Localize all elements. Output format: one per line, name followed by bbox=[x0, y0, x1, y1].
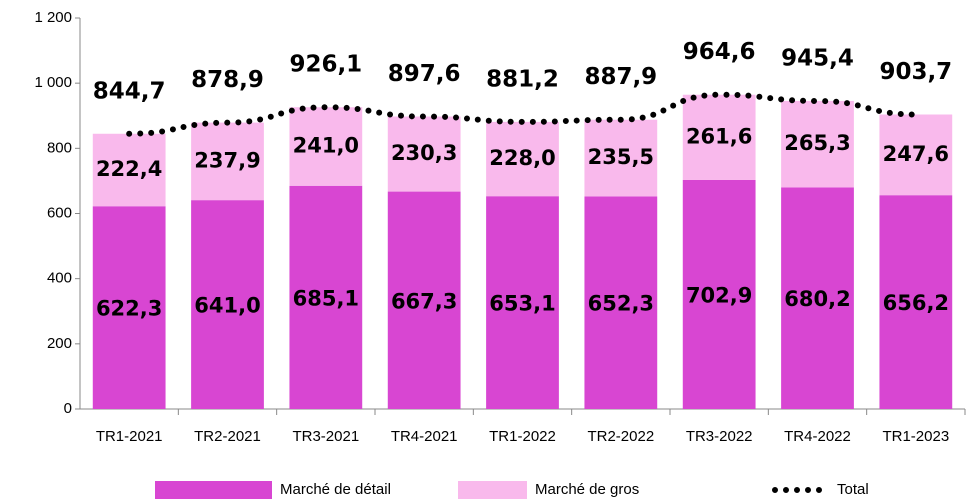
bar-segment bbox=[781, 187, 854, 409]
legend-swatch bbox=[155, 481, 272, 499]
x-tick-label: TR2-2021 bbox=[194, 428, 261, 445]
bar-segment bbox=[387, 116, 461, 192]
bar-segment bbox=[584, 196, 658, 409]
data-label: 641,0 bbox=[194, 294, 260, 318]
legend-label: Marché de détail bbox=[280, 481, 391, 498]
data-label: 265,3 bbox=[784, 131, 850, 155]
data-label: 680,2 bbox=[784, 287, 850, 311]
y-tick-label: 1 000 bbox=[34, 74, 72, 91]
data-label: 667,3 bbox=[391, 289, 457, 313]
x-tick-label: TR1-2023 bbox=[882, 428, 949, 445]
bar-segment bbox=[682, 179, 756, 409]
bar-segment bbox=[879, 114, 953, 196]
x-tick-label: TR2-2022 bbox=[587, 428, 654, 445]
total-label: 926,1 bbox=[289, 52, 362, 78]
y-tick-label: 1 200 bbox=[34, 9, 72, 26]
bar-segment bbox=[584, 119, 658, 197]
y-tick-label: 600 bbox=[47, 204, 72, 221]
total-label: 945,4 bbox=[781, 45, 854, 71]
bar-segment bbox=[387, 191, 461, 409]
bar-segment bbox=[486, 196, 559, 409]
total-label: 903,7 bbox=[879, 59, 952, 85]
data-label: 622,3 bbox=[96, 297, 162, 321]
y-tick-label: 400 bbox=[47, 270, 72, 287]
legend-swatch bbox=[458, 481, 527, 499]
bar-segment bbox=[879, 195, 953, 409]
data-label: 222,4 bbox=[96, 157, 162, 181]
total-line bbox=[126, 91, 919, 137]
bar-segment bbox=[289, 107, 363, 186]
x-tick-label: TR3-2021 bbox=[292, 428, 359, 445]
bar-segment bbox=[191, 122, 264, 201]
total-label: 964,6 bbox=[683, 39, 756, 65]
y-tick-label: 0 bbox=[64, 400, 72, 417]
bar-segment bbox=[92, 206, 166, 409]
x-tick-label: TR4-2021 bbox=[391, 428, 458, 445]
data-label: 237,9 bbox=[194, 148, 260, 172]
y-tick-label: 800 bbox=[47, 139, 72, 156]
total-label: 887,9 bbox=[584, 64, 657, 90]
bar-segment bbox=[191, 200, 264, 409]
bar-segment bbox=[781, 100, 854, 188]
data-label: 652,3 bbox=[588, 292, 654, 316]
total-label: 881,2 bbox=[486, 66, 559, 92]
bar-segment bbox=[682, 94, 756, 180]
data-label: 261,6 bbox=[686, 124, 752, 148]
bar-segment bbox=[486, 121, 559, 197]
total-label: 897,6 bbox=[388, 61, 461, 87]
x-tick-label: TR3-2022 bbox=[686, 428, 753, 445]
data-label: 685,1 bbox=[293, 286, 359, 310]
data-label: 230,3 bbox=[391, 141, 457, 165]
x-tick-label: TR1-2021 bbox=[96, 428, 163, 445]
data-label: 247,6 bbox=[883, 142, 949, 166]
total-label: 878,9 bbox=[191, 67, 264, 93]
data-label: 702,9 bbox=[686, 283, 752, 307]
data-label: 653,1 bbox=[489, 292, 555, 316]
legend-label: Marché de gros bbox=[535, 481, 639, 498]
data-label: 228,0 bbox=[489, 146, 555, 170]
legend-label: Total bbox=[837, 481, 869, 498]
x-tick-label: TR4-2022 bbox=[784, 428, 851, 445]
bar-segment bbox=[92, 133, 166, 207]
data-label: 241,0 bbox=[293, 134, 359, 158]
x-tick-label: TR1-2022 bbox=[489, 428, 556, 445]
y-tick-label: 200 bbox=[47, 335, 72, 352]
total-label: 844,7 bbox=[93, 78, 166, 104]
bar-segment bbox=[289, 185, 363, 409]
data-label: 235,5 bbox=[588, 145, 654, 169]
data-label: 656,2 bbox=[883, 291, 949, 315]
